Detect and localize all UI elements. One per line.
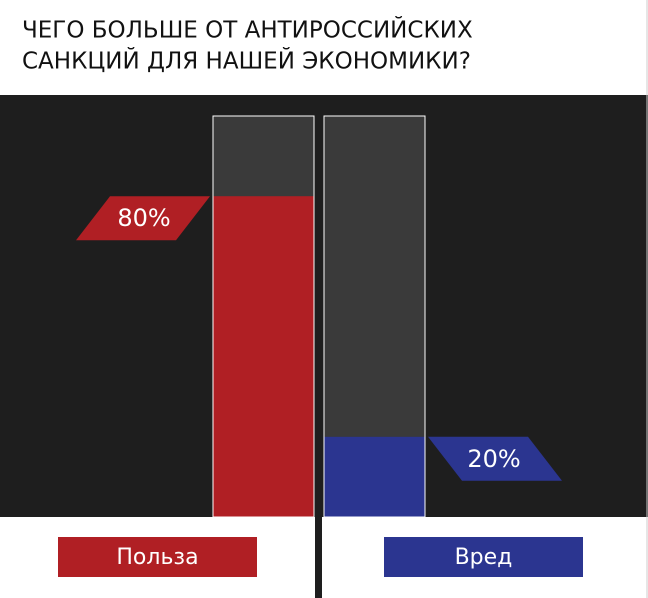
value-label-badge: [428, 436, 562, 481]
bar: [324, 436, 425, 517]
chart-title-line: ЧЕГО БОЛЬШЕ ОТ АНТИРОССИЙСКИХ: [22, 16, 473, 44]
legend-swatch: [58, 537, 257, 577]
value-label-badge: [76, 196, 210, 241]
legend-swatch: [384, 537, 583, 577]
legend-label: Польза: [116, 545, 198, 570]
bar: [213, 196, 314, 517]
chart-title-line: САНКЦИЙ ДЛЯ НАШЕЙ ЭКОНОМИКИ?: [22, 47, 471, 75]
value-label: 20%: [467, 445, 520, 473]
value-label: 80%: [117, 204, 170, 232]
divider: [315, 95, 322, 598]
legend-label: Вред: [455, 545, 513, 570]
bar-outline: [323, 115, 426, 518]
bar-outline: [212, 115, 315, 518]
